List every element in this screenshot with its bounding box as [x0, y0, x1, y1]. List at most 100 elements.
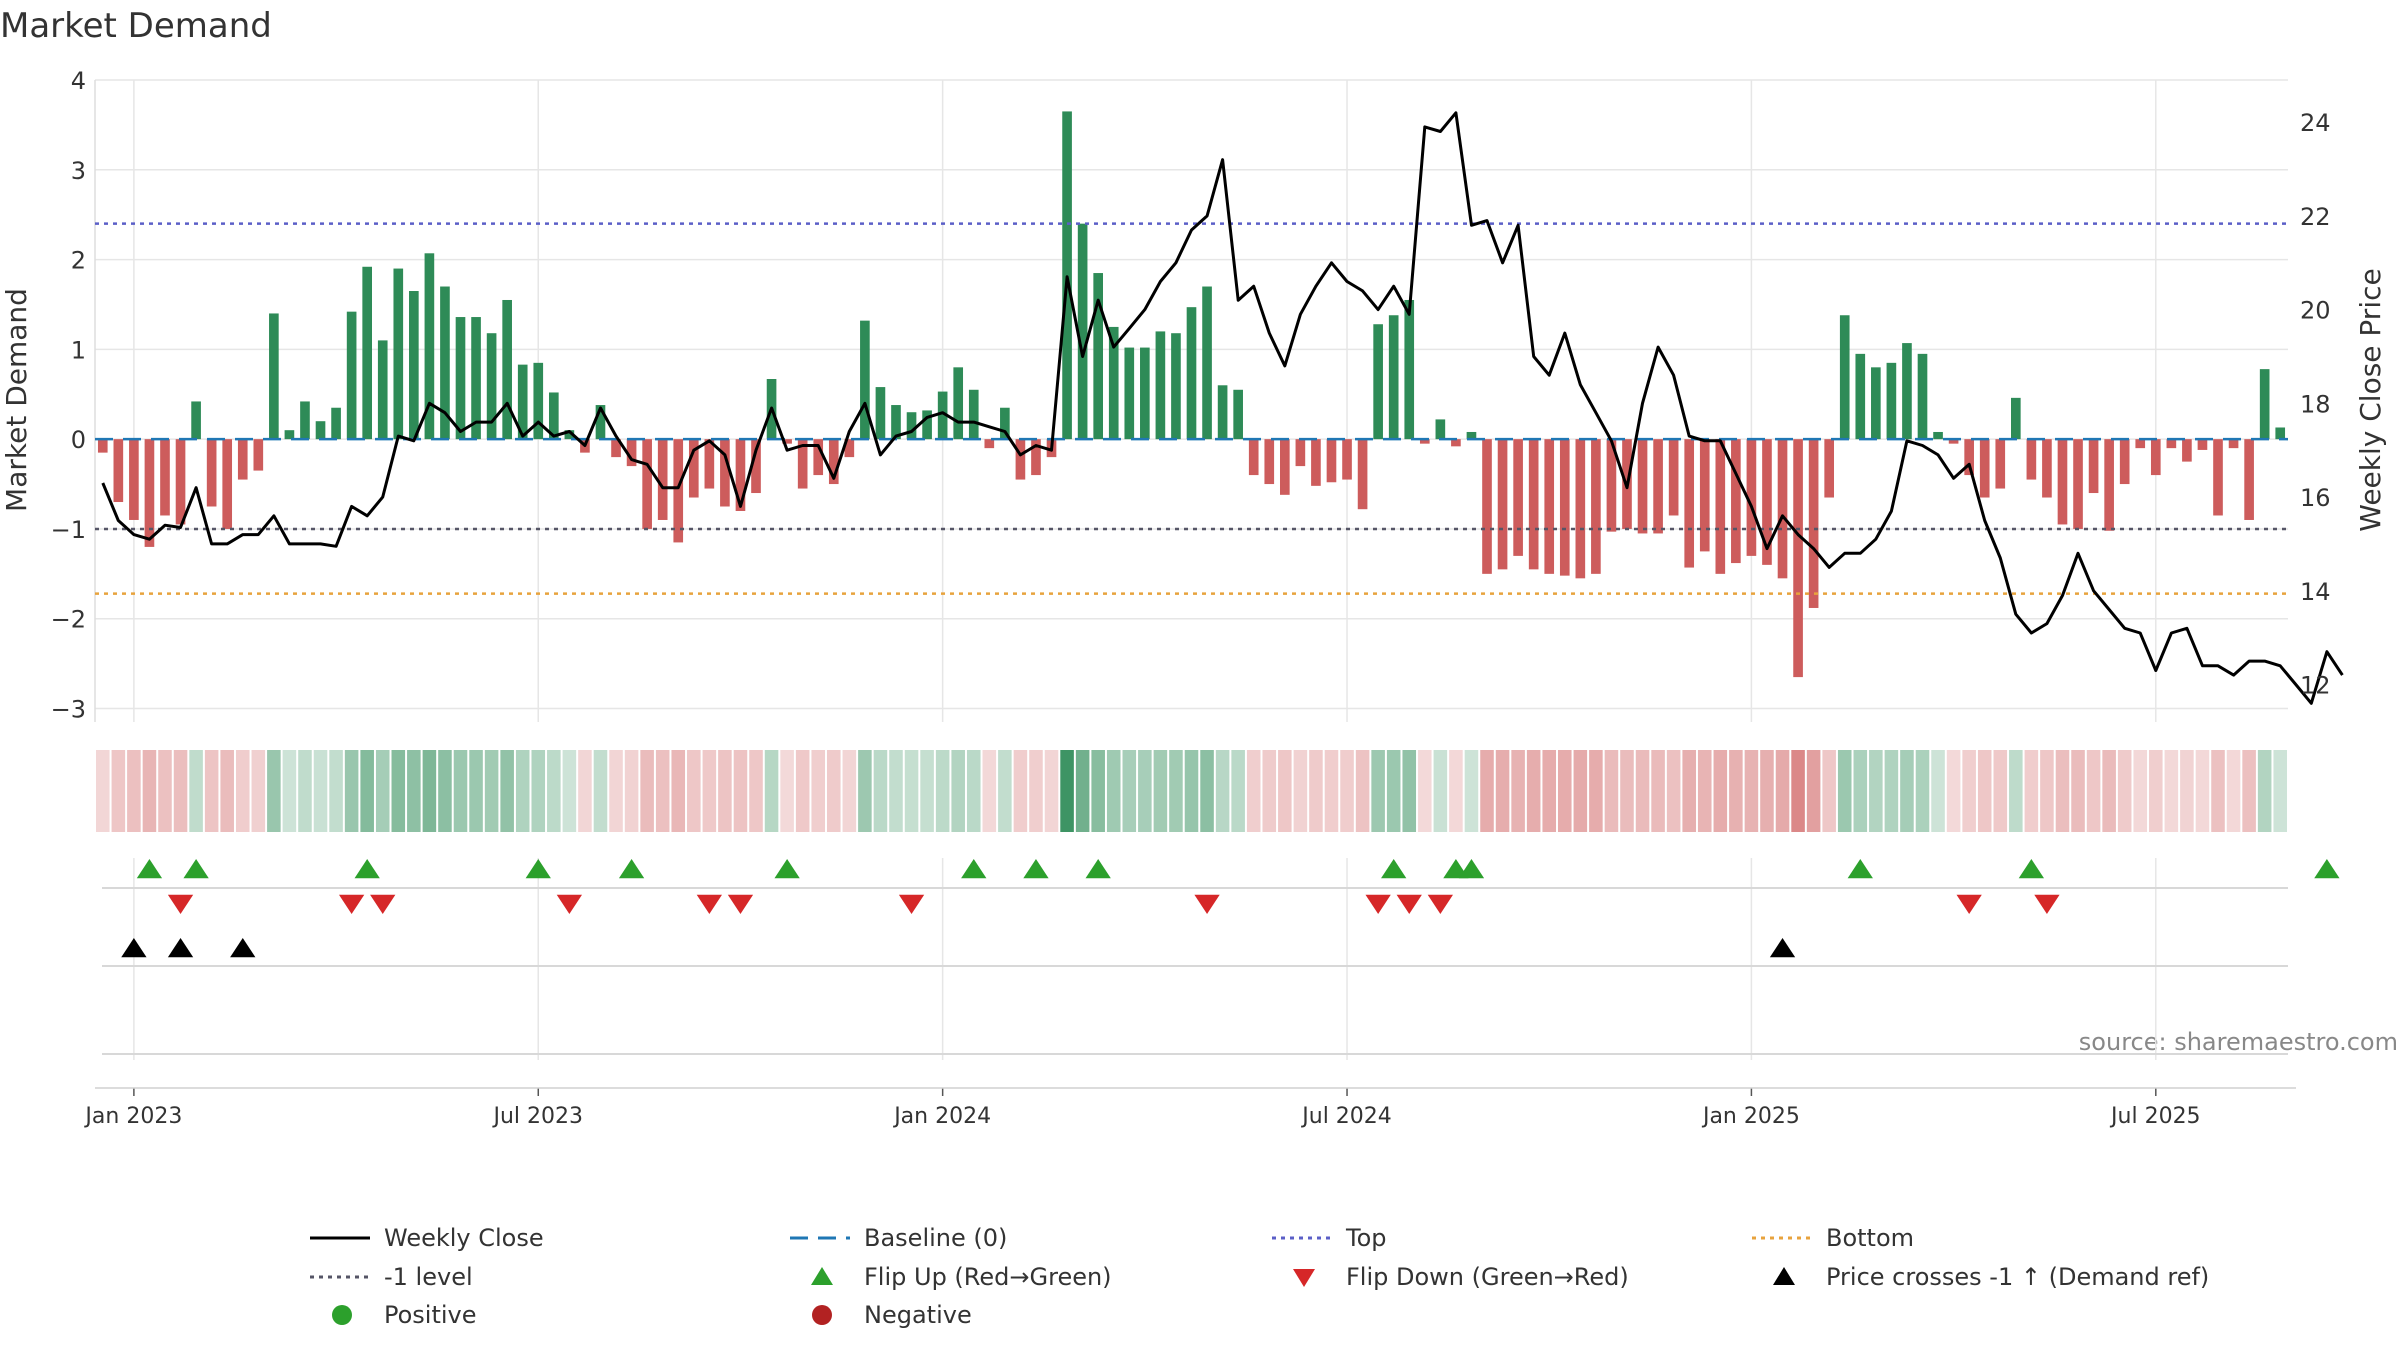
demand-bar: [1715, 439, 1726, 574]
legend-label: Flip Down (Green→Red): [1346, 1263, 1629, 1291]
demand-bar: [1264, 439, 1275, 485]
heat-cell: [2226, 750, 2241, 832]
flip-up-marker: [1023, 859, 1049, 879]
y2-tick-label: 16: [2300, 484, 2331, 512]
demand-bar: [1653, 439, 1663, 534]
flip-up-marker: [1847, 859, 1873, 879]
flip-down-marker: [1427, 894, 1454, 914]
heat-cell: [1635, 750, 1650, 832]
flip-up-marker: [1381, 859, 1407, 879]
y-tick-label: 2: [71, 247, 86, 275]
flip-up-marker: [525, 859, 551, 879]
heat-cell: [158, 750, 172, 832]
heat-cell: [220, 750, 234, 832]
heat-cell: [1666, 750, 1681, 832]
heat-cell: [1962, 750, 1976, 832]
demand-bar: [533, 362, 544, 440]
demand-bar: [160, 439, 170, 516]
heat-cell: [1418, 750, 1432, 832]
demand-bar: [828, 439, 839, 485]
heat-cell: [764, 750, 779, 832]
heat-cell: [2086, 750, 2101, 832]
heat-cell: [453, 750, 468, 832]
demand-bar: [331, 407, 341, 440]
heat-cell: [251, 750, 266, 832]
demand-bar: [1902, 343, 1912, 440]
heat-cell: [360, 750, 374, 832]
demand-bar: [191, 401, 201, 440]
heat-cell: [1153, 750, 1168, 832]
demand-bar: [1108, 326, 1119, 440]
heat-cell: [2117, 750, 2132, 832]
heat-cell: [313, 750, 328, 832]
demand-bar: [891, 405, 901, 440]
heat-cell: [375, 750, 390, 832]
heat-cell: [1371, 750, 1385, 832]
demand-bar: [860, 320, 870, 440]
heat-cell: [842, 750, 857, 832]
heat-cell: [951, 750, 965, 832]
chart-title: Market Demand: [0, 6, 272, 46]
heat-cell: [1262, 750, 1277, 832]
demand-bar: [844, 439, 855, 458]
heat-cell: [609, 750, 623, 832]
heat-cell: [1542, 750, 1556, 832]
heat-cell: [935, 750, 950, 832]
y-tick-label: 3: [71, 157, 86, 185]
heat-cell: [111, 750, 126, 832]
demand-bar: [1731, 439, 1741, 564]
demand-bar: [1746, 439, 1757, 556]
heat-cell: [1526, 750, 1541, 832]
demand-bar: [1000, 407, 1010, 440]
demand-bar: [1917, 353, 1928, 440]
heat-cell: [391, 750, 406, 832]
heat-cell: [2040, 750, 2054, 832]
demand-bar: [1886, 362, 1897, 440]
demand-bar: [1217, 385, 1228, 440]
heat-cell: [2273, 750, 2287, 832]
heat-cell: [749, 750, 763, 832]
heat-cell: [904, 750, 919, 832]
y-tick-label: −3: [51, 696, 86, 724]
heat-cell: [1573, 750, 1588, 832]
flip-up-marker: [1085, 859, 1111, 879]
demand-bar: [269, 313, 279, 440]
demand-bar: [657, 439, 668, 520]
heat-cell: [2257, 750, 2272, 832]
heat-cell: [1993, 750, 2008, 832]
demand-bar: [673, 439, 684, 543]
heat-cell: [1386, 750, 1401, 832]
heat-cell: [655, 750, 670, 832]
demand-bar: [409, 291, 419, 440]
demand-bar: [1871, 367, 1881, 440]
demand-bar: [595, 405, 606, 440]
price-cross-marker: [1769, 938, 1796, 958]
demand-bar: [1186, 307, 1197, 440]
demand-bar: [813, 439, 824, 476]
demand-bar: [393, 268, 404, 440]
demand-bar: [953, 367, 964, 440]
flip-up-marker: [2314, 859, 2340, 879]
heat-cell: [173, 750, 188, 832]
demand-bar: [2057, 439, 2068, 525]
heat-cell: [2024, 750, 2039, 832]
heat-cell: [515, 750, 530, 832]
demand-bar: [611, 439, 621, 458]
heat-cell: [282, 750, 297, 832]
demand-bar: [2259, 369, 2270, 440]
demand-bar: [2088, 439, 2099, 494]
demand-bar: [1777, 439, 1788, 579]
heat-cell: [1651, 750, 1665, 832]
heat-cell: [407, 750, 421, 832]
demand-bar: [2073, 439, 2083, 529]
demand-bar: [1668, 439, 1679, 516]
heat-cell: [1900, 750, 1914, 832]
heat-cell: [531, 750, 546, 832]
demand-bar: [1591, 439, 1601, 574]
y2-tick-label: 20: [2300, 297, 2331, 325]
demand-bar: [237, 439, 248, 480]
y2-tick-label: 22: [2300, 203, 2331, 231]
demand-bar: [1995, 439, 2006, 489]
demand-bar: [2197, 439, 2208, 450]
demand-bar: [1637, 439, 1648, 534]
